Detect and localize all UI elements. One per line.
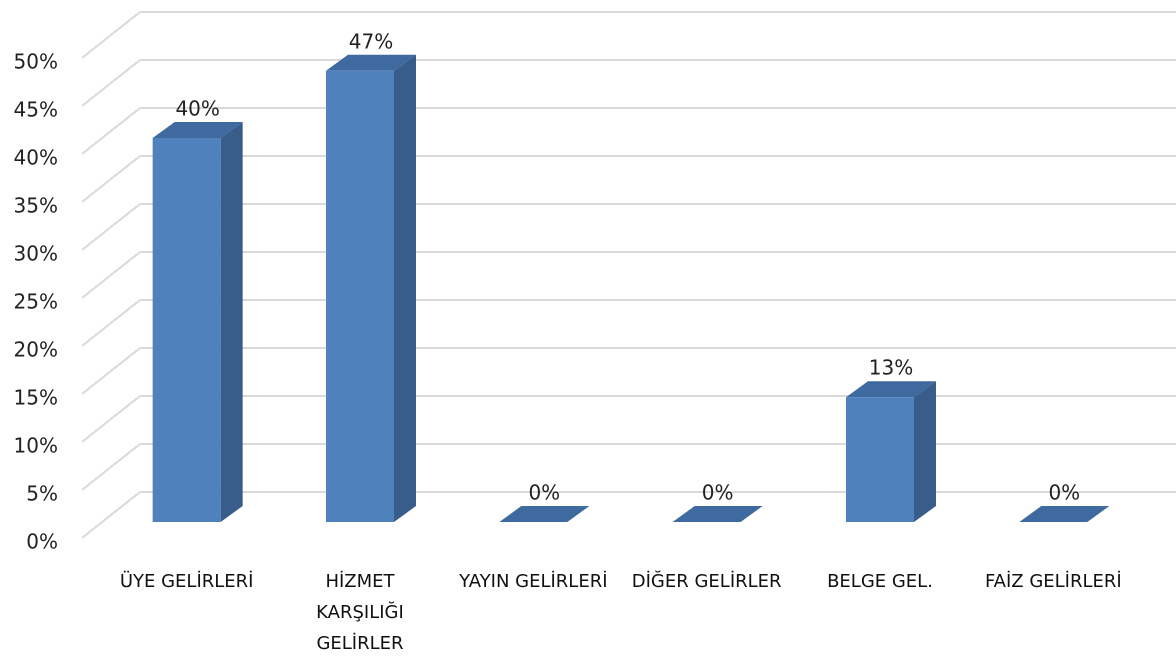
bar-top xyxy=(152,122,243,138)
value-label: 0% xyxy=(702,481,734,505)
y-tick-label: 25% xyxy=(14,290,58,314)
y-tick-label: 35% xyxy=(14,194,58,218)
value-label: 0% xyxy=(528,481,560,505)
y-tick-label: 45% xyxy=(14,98,58,122)
grid-line xyxy=(81,347,141,395)
bar-side xyxy=(394,54,416,523)
bar-top xyxy=(846,381,936,398)
x-tick-label: DİĞER GELİRLER xyxy=(631,571,782,592)
grid-line xyxy=(81,203,141,251)
bar-top xyxy=(326,54,416,71)
x-tick-label: HİZMET KARŞILIĞI GELİRLER xyxy=(316,571,404,654)
grid-line xyxy=(81,155,141,203)
y-tick-label: 20% xyxy=(14,338,58,362)
y-tick-label: 40% xyxy=(14,146,58,170)
grid-line xyxy=(81,395,141,443)
bar-top xyxy=(672,506,763,522)
y-tick-label: 15% xyxy=(14,386,58,410)
grid-line xyxy=(81,491,141,539)
bar-top xyxy=(1019,506,1110,522)
grid-line xyxy=(81,107,141,155)
bar-side xyxy=(914,381,936,522)
bar xyxy=(152,138,221,522)
value-label: 0% xyxy=(1048,481,1080,505)
x-tick-label: BELGE GEL. xyxy=(827,571,933,592)
y-tick-label: 30% xyxy=(14,242,58,266)
bar-side xyxy=(220,122,243,522)
bar xyxy=(326,70,394,523)
bar-top xyxy=(499,506,590,522)
value-label: 13% xyxy=(869,356,913,380)
x-tick-label: ÜYE GELİRLERİ xyxy=(119,571,254,592)
grid-line xyxy=(81,11,141,59)
bar xyxy=(846,397,914,522)
y-tick-label: 10% xyxy=(14,434,58,458)
x-tick-label: FAİZ GELİRLERİ xyxy=(984,571,1122,592)
y-tick-label: 50% xyxy=(14,50,58,74)
value-label: 47% xyxy=(349,29,393,53)
value-label: 40% xyxy=(175,97,219,121)
grid-line xyxy=(81,59,141,107)
y-tick-label: 0% xyxy=(26,530,58,554)
grid-line xyxy=(81,443,141,491)
y-tick-label: 5% xyxy=(26,482,58,506)
grid-line xyxy=(81,251,141,299)
grid-line xyxy=(81,299,141,347)
x-tick-label: YAYIN GELİRLERİ xyxy=(459,571,608,592)
